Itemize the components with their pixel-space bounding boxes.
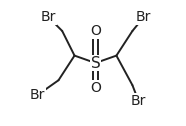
Text: Br: Br bbox=[131, 94, 146, 108]
Text: Br: Br bbox=[136, 10, 151, 24]
Text: Br: Br bbox=[30, 88, 45, 102]
Text: Br: Br bbox=[41, 10, 56, 24]
Text: O: O bbox=[90, 24, 101, 38]
Text: O: O bbox=[90, 81, 101, 95]
Text: S: S bbox=[91, 55, 100, 71]
